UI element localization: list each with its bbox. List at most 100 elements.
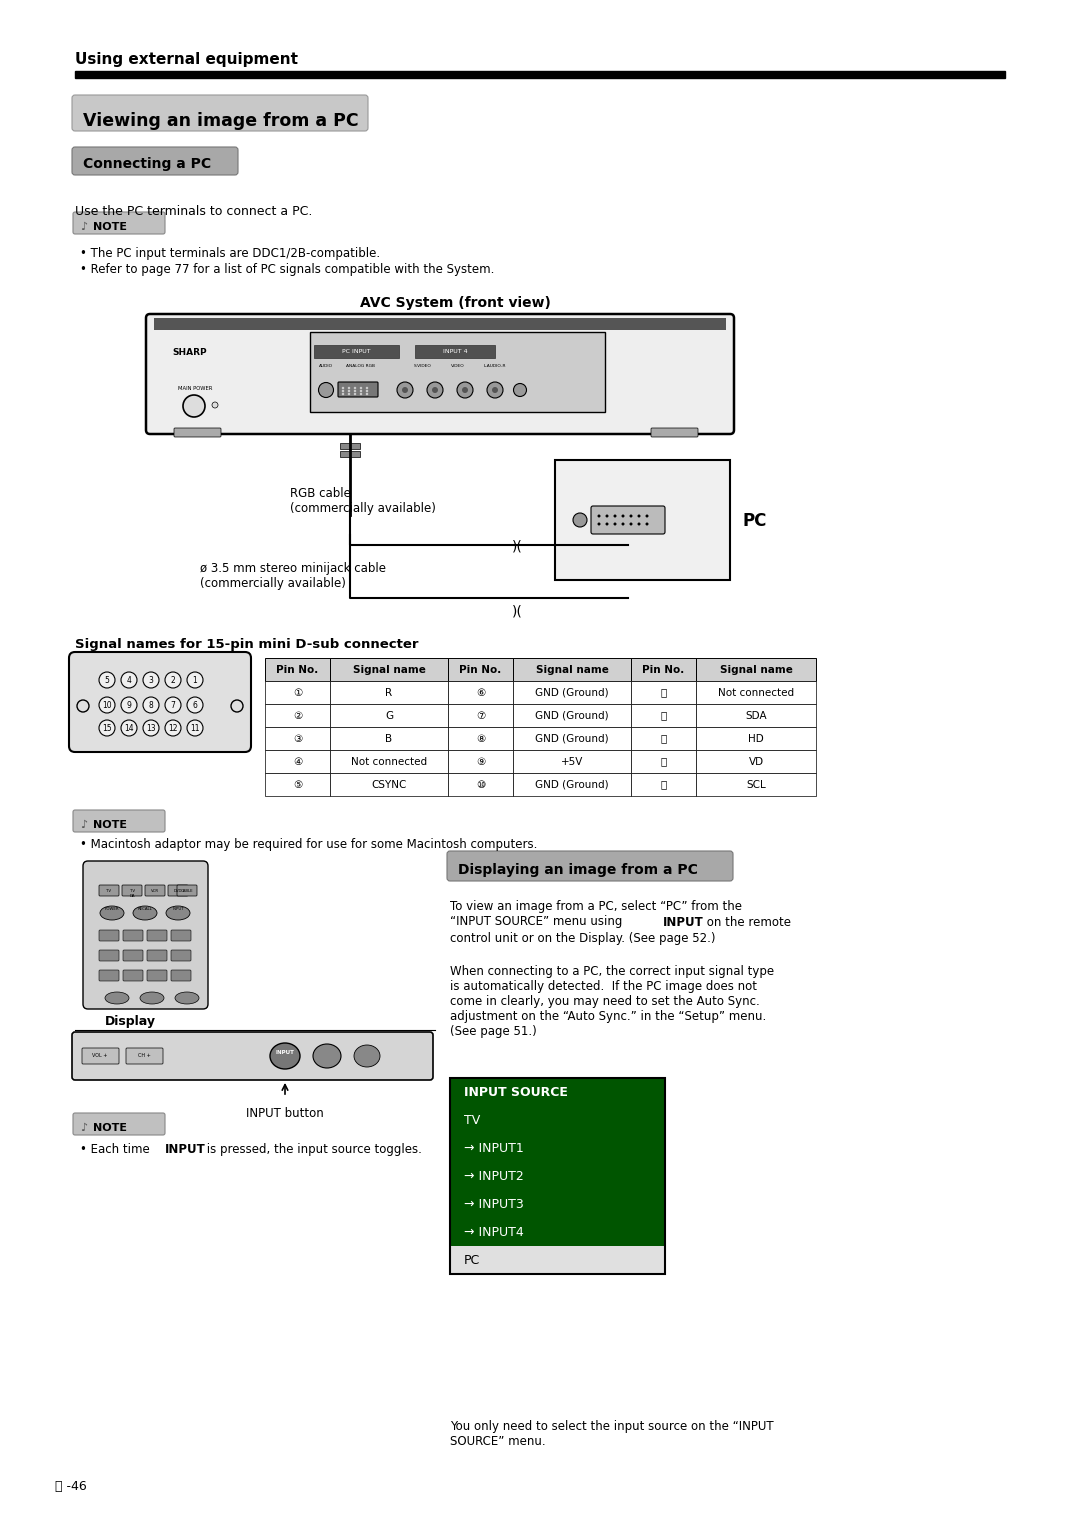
- Bar: [75, 71, 1005, 77]
- Text: INPUT button: INPUT button: [246, 1107, 324, 1120]
- Ellipse shape: [175, 992, 199, 1004]
- Text: AUDIO: AUDIO: [319, 364, 333, 368]
- Text: Display: Display: [105, 1015, 156, 1029]
- Ellipse shape: [166, 906, 190, 920]
- FancyBboxPatch shape: [72, 1032, 433, 1080]
- Text: → INPUT3: → INPUT3: [464, 1197, 524, 1210]
- Bar: [265, 682, 330, 704]
- FancyBboxPatch shape: [177, 885, 197, 895]
- Text: ⑤: ⑤: [293, 780, 302, 789]
- Text: VOL +: VOL +: [92, 1053, 108, 1057]
- Text: B: B: [386, 733, 392, 744]
- Text: PC: PC: [464, 1253, 481, 1267]
- Ellipse shape: [187, 673, 203, 688]
- Bar: [696, 682, 816, 704]
- Text: ⑬: ⑬: [660, 733, 666, 744]
- FancyBboxPatch shape: [145, 885, 165, 895]
- Ellipse shape: [354, 1045, 380, 1067]
- Bar: [340, 451, 360, 458]
- Bar: [696, 750, 816, 773]
- Bar: [513, 773, 631, 795]
- FancyBboxPatch shape: [147, 950, 167, 961]
- Ellipse shape: [432, 386, 438, 392]
- Ellipse shape: [606, 523, 608, 526]
- Ellipse shape: [121, 720, 137, 736]
- Bar: [265, 658, 330, 682]
- Text: TV: TV: [107, 889, 111, 892]
- FancyBboxPatch shape: [82, 1048, 119, 1064]
- Ellipse shape: [360, 389, 362, 392]
- Ellipse shape: [187, 720, 203, 736]
- Bar: [450, 1079, 665, 1106]
- FancyBboxPatch shape: [147, 970, 167, 982]
- Text: VIDEO: VIDEO: [451, 364, 464, 368]
- Ellipse shape: [319, 382, 334, 397]
- Ellipse shape: [105, 992, 129, 1004]
- Text: SCL: SCL: [746, 780, 766, 789]
- Text: SHARP: SHARP: [172, 348, 206, 358]
- Text: TV: TV: [464, 1114, 481, 1127]
- Text: INPUT SOURCE: INPUT SOURCE: [464, 1086, 568, 1098]
- Text: RECALL: RECALL: [137, 907, 152, 911]
- Ellipse shape: [99, 720, 114, 736]
- FancyBboxPatch shape: [123, 950, 143, 961]
- Text: CH +: CH +: [137, 1053, 150, 1057]
- Ellipse shape: [360, 392, 362, 395]
- Text: Signal name: Signal name: [719, 665, 793, 674]
- Ellipse shape: [613, 523, 617, 526]
- Ellipse shape: [637, 515, 640, 518]
- Text: VCR: VCR: [151, 889, 159, 892]
- Text: INPUT: INPUT: [172, 907, 184, 911]
- FancyBboxPatch shape: [126, 1048, 163, 1064]
- Ellipse shape: [492, 386, 498, 392]
- Ellipse shape: [630, 515, 633, 518]
- FancyBboxPatch shape: [72, 95, 368, 130]
- Bar: [631, 704, 696, 727]
- Text: 11: 11: [190, 724, 200, 732]
- Text: ⑩: ⑩: [476, 780, 485, 789]
- Text: NOTE: NOTE: [93, 223, 127, 232]
- Text: ♪: ♪: [80, 1123, 87, 1133]
- Bar: [330, 750, 448, 773]
- Text: ④: ④: [293, 756, 302, 767]
- Bar: [448, 727, 513, 750]
- Text: PC INPUT: PC INPUT: [341, 348, 370, 355]
- Bar: [631, 658, 696, 682]
- Bar: [450, 1162, 665, 1189]
- Ellipse shape: [99, 673, 114, 688]
- Text: CABLE: CABLE: [180, 889, 193, 892]
- Ellipse shape: [133, 906, 157, 920]
- Ellipse shape: [402, 386, 408, 392]
- FancyBboxPatch shape: [123, 970, 143, 982]
- Ellipse shape: [513, 383, 527, 397]
- Text: GND (Ground): GND (Ground): [536, 780, 609, 789]
- Bar: [330, 773, 448, 795]
- Ellipse shape: [354, 386, 356, 389]
- Text: )(: )(: [512, 604, 523, 618]
- Text: INPUT: INPUT: [663, 917, 704, 929]
- Ellipse shape: [621, 523, 624, 526]
- Text: NOTE: NOTE: [93, 820, 127, 830]
- Bar: [450, 1245, 665, 1274]
- Bar: [265, 773, 330, 795]
- Text: 10: 10: [103, 700, 112, 709]
- Text: ⑫: ⑫: [660, 711, 666, 721]
- Text: 12: 12: [168, 724, 178, 732]
- Text: G: G: [384, 711, 393, 721]
- Bar: [314, 345, 399, 358]
- Ellipse shape: [348, 389, 350, 392]
- FancyBboxPatch shape: [651, 429, 698, 436]
- FancyBboxPatch shape: [99, 930, 119, 941]
- Text: 7: 7: [171, 700, 175, 709]
- Ellipse shape: [77, 700, 89, 712]
- Text: INPUT: INPUT: [275, 1050, 295, 1054]
- Text: ⑪: ⑪: [660, 688, 666, 697]
- FancyBboxPatch shape: [72, 147, 238, 176]
- Text: 14: 14: [124, 724, 134, 732]
- Text: MAIN POWER: MAIN POWER: [178, 386, 213, 391]
- FancyBboxPatch shape: [73, 212, 165, 233]
- Ellipse shape: [637, 523, 640, 526]
- Text: 3: 3: [149, 676, 153, 685]
- Text: ⑭: ⑭: [660, 756, 666, 767]
- Ellipse shape: [457, 382, 473, 398]
